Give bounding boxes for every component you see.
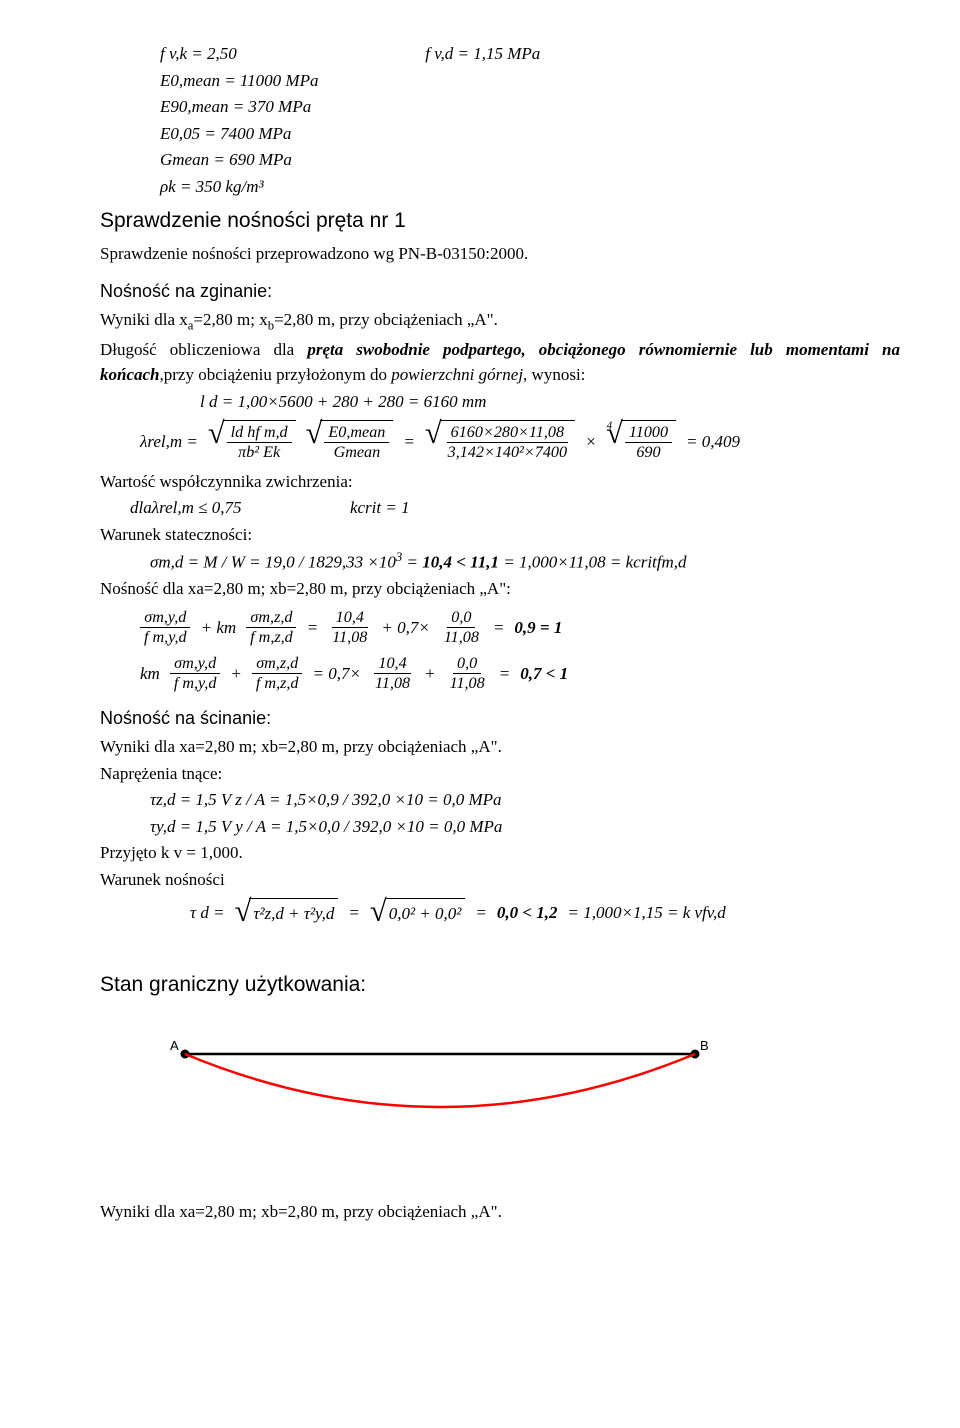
footer-line: Wyniki dla xa=2,80 m; xb=2,80 m, przy ob… xyxy=(100,1199,900,1225)
kv-line: Przyjęto k v = 1,000. xyxy=(100,840,900,866)
inequality-2: km σm,y,df m,y,d + σm,z,df m,z,d = 0,7× … xyxy=(140,654,900,694)
tau-y: τy,d = 1,5 V y / A = 1,5×0,0 / 392,0 ×10… xyxy=(100,814,900,840)
shear-napr-label: Naprężenia tnące: xyxy=(100,761,900,787)
sqrt3: √ 6160×280×11,083,142×140²×7400 xyxy=(425,420,575,463)
bending-results-line: Wyniki dla xa=2,80 m; xb=2,80 m, przy ob… xyxy=(100,307,900,336)
sgn-title: Stan graniczny użytkowania: xyxy=(100,969,900,1001)
E90mean: E90,mean = 370 MPa xyxy=(160,94,900,120)
svg-text:A: A xyxy=(170,1038,179,1053)
svg-text:B: B xyxy=(700,1038,709,1053)
E005: E0,05 = 7400 MPa xyxy=(160,121,900,147)
check-subtitle: Sprawdzenie nośności przeprowadzono wg P… xyxy=(100,241,900,267)
tau-z: τz,d = 1,5 V z / A = 1,5×0,9 / 392,0 ×10… xyxy=(100,787,900,813)
deflection-diagram: A B xyxy=(160,1030,900,1148)
bending-long-desc: Długość obliczeniowa dla pręta swobodnie… xyxy=(100,337,900,388)
rhok: ρk = 350 kg/m³ xyxy=(160,174,900,200)
sqrt4: 4 √ 11000690 xyxy=(607,420,676,463)
check-title: Sprawdzenie nośności pręta nr 1 xyxy=(100,205,900,237)
sqrt2: √ E0,meanGmean xyxy=(306,420,394,463)
prop-row: f v,k = 2,50 f v,d = 1,15 MPa xyxy=(160,41,900,67)
kcrit-line: dlaλrel,m ≤ 0,75 kcrit = 1 xyxy=(100,495,900,521)
sigma-md-line: σm,d = M / W = 19,0 / 1829,33 ×103 = 10,… xyxy=(100,548,900,575)
tau-equation: τ d = √τ²z,d + τ²y,d = √0,0² + 0,0² = 0,… xyxy=(140,898,900,927)
warunek-label: Warunek nośności xyxy=(100,867,900,893)
bending-title: Nośność na zginanie: xyxy=(100,278,900,305)
inequality-1: σm,y,df m,y,d + km σm,z,df m,z,d = 10,41… xyxy=(140,608,900,648)
fvk-label: f v,k = 2,50 xyxy=(160,44,237,63)
zwichrzenia-label: Wartość współczynnika zwichrzenia: xyxy=(100,469,900,495)
sqrt1: √ ld hf m,dπb² Ek xyxy=(208,420,296,463)
fvd-label: f v,d = 1,15 MPa xyxy=(425,44,540,63)
stability-label: Warunek stateczności: xyxy=(100,522,900,548)
ld-calc: l d = 1,00×5600 + 280 + 280 = 6160 mm xyxy=(100,389,900,415)
nosnosc-line: Nośność dla xa=2,80 m; xb=2,80 m, przy o… xyxy=(100,576,900,602)
shear-title: Nośność na ścinanie: xyxy=(100,705,900,732)
Gmean: Gmean = 690 MPa xyxy=(160,147,900,173)
shear-results-line: Wyniki dla xa=2,80 m; xb=2,80 m, przy ob… xyxy=(100,734,900,760)
lambda-equation: λrel,m = √ ld hf m,dπb² Ek √ E0,meanGmea… xyxy=(140,420,900,463)
E0mean: E0,mean = 11000 MPa xyxy=(160,68,900,94)
